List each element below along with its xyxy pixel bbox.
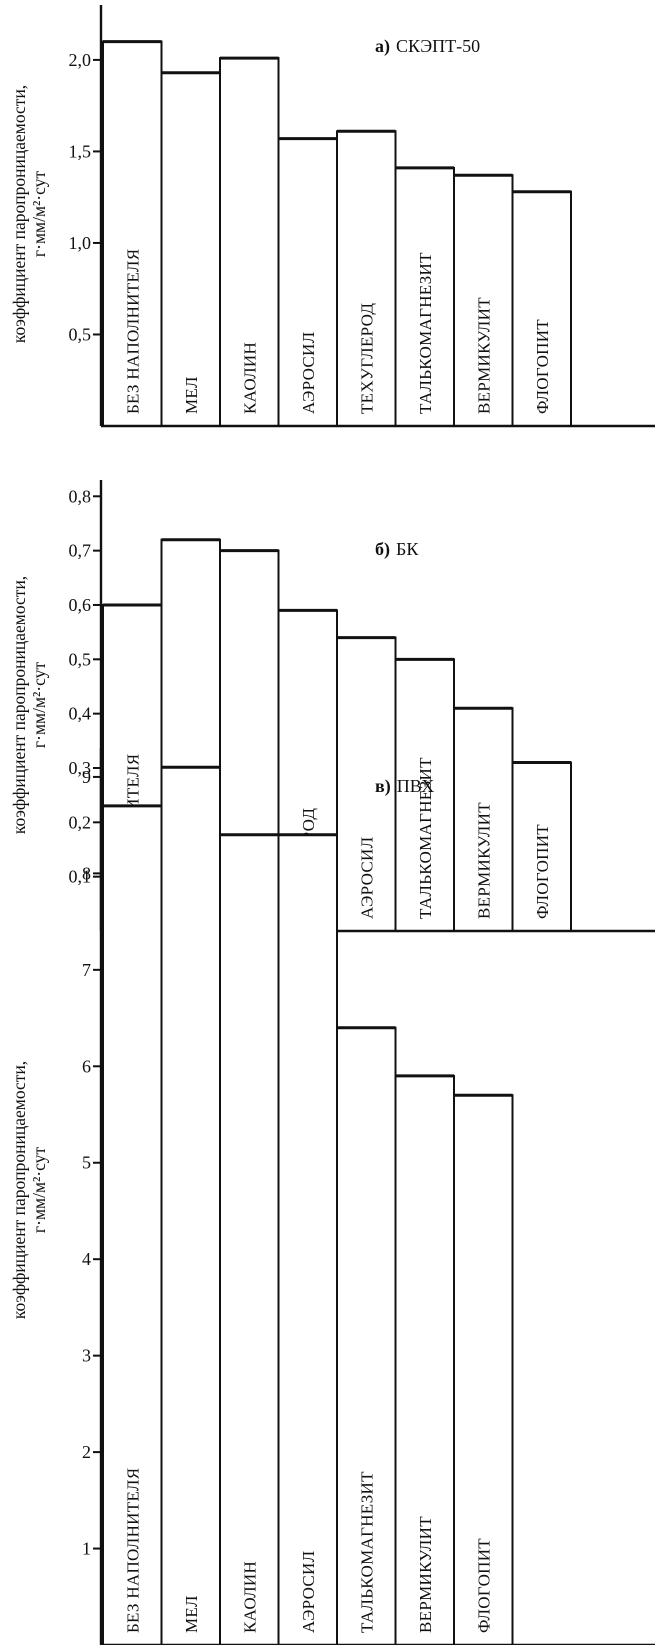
category-label: КАОЛИН: [240, 342, 259, 414]
y-tick-label: 9: [82, 767, 91, 787]
category-label: ФЛОГОПИТ: [474, 1538, 493, 1633]
bar-6: [394, 1074, 455, 1645]
category-label: ТАЛЬКОМАГНЕЗИТ: [416, 757, 435, 919]
bar-2: [160, 71, 221, 428]
y-tick-label: 0,4: [69, 704, 92, 724]
category-label: ВЕРМИКУЛИТ: [416, 1516, 435, 1633]
category-label: ВЕРМИКУЛИТ: [474, 297, 493, 414]
category-label: ФЛОГОПИТ: [533, 319, 552, 414]
category-label: МЕЛ: [182, 376, 201, 414]
category-label: АЭРОСИЛ: [299, 331, 318, 414]
y-tick-label: 3: [82, 1346, 91, 1366]
y-tick-label: 2,0: [69, 50, 92, 70]
category-label: АЭРОСИЛ: [299, 1550, 318, 1633]
panel-title-text: СКЭПТ-50: [396, 36, 480, 56]
category-label: ТАЛЬКОМАГНЕЗИТ: [357, 1471, 376, 1633]
bar-5: [336, 130, 397, 428]
category-label: ТЕХУГЛЕРОД: [357, 303, 376, 414]
y-tick-label: 7: [82, 960, 91, 980]
y-tick-label: 8: [82, 863, 91, 883]
y-tick-label: 0,8: [69, 486, 92, 506]
y-tick-label: 1: [82, 1539, 91, 1559]
y-tick-label: 1,5: [69, 141, 92, 161]
panel-letter: а): [375, 36, 390, 57]
bar-8: [511, 190, 572, 427]
panel-letter: б): [375, 539, 390, 560]
bar-8: [511, 761, 572, 932]
bar-4: [277, 137, 338, 427]
y-axis-label: коэффициент паропроницаемости,: [9, 85, 29, 343]
y-tick-label: 0,7: [69, 541, 92, 561]
category-label: ТАЛЬКОМАГНЕЗИТ: [416, 252, 435, 414]
y-axis-unit: г·мм/м²·сут: [29, 171, 49, 257]
category-label: ВЕРМИКУЛИТ: [474, 802, 493, 919]
y-tick-label: 0,2: [69, 812, 92, 832]
category-label: АЭРОСИЛ: [357, 836, 376, 919]
panel-title-text: БК: [396, 539, 419, 559]
bar-5: [336, 636, 397, 932]
bar-7: [453, 1094, 514, 1645]
y-axis-label: коэффициент паропроницаемости,: [9, 576, 29, 834]
y-axis-unit: г·мм/м²·сут: [29, 662, 49, 748]
bar-3: [219, 833, 280, 1645]
y-tick-label: 2: [82, 1442, 91, 1462]
y-axis-unit: г·мм/м²·сут: [29, 1147, 49, 1233]
y-tick-label: 0,3: [69, 758, 92, 778]
panel-c: БЕЗ НАПОЛНИТЕЛЯ МЕЛ КАОЛИН АЭРОСИЛ ТАЛЬКОМАГ…: [9, 748, 655, 1645]
panel-title: б) БК: [375, 539, 419, 560]
panel-title: в) ПВХ: [375, 776, 434, 797]
panel-title: а) СКЭПТ-50: [375, 36, 480, 57]
y-axis-label: коэффициент паропроницаемости,: [9, 1061, 29, 1319]
category-label: МЕЛ: [182, 1595, 201, 1633]
panel-title-text: ПВХ: [397, 776, 435, 796]
bar-7: [453, 707, 514, 932]
bar-4: [277, 833, 338, 1645]
y-tick-label: 0,1: [69, 867, 92, 887]
y-tick-label: 0,5: [69, 649, 92, 669]
bar-2: [160, 766, 221, 1645]
category-label: БЕЗ НАПОЛНИТЕЛЯ: [123, 249, 142, 414]
y-tick-label: 4: [82, 1249, 91, 1269]
y-tick-label: 5: [82, 1153, 91, 1173]
y-tick-label: 1,0: [69, 233, 92, 253]
category-label: ФЛОГОПИТ: [533, 824, 552, 919]
y-tick-label: 0,5: [69, 324, 92, 344]
bar-7: [453, 174, 514, 427]
category-label: КАОЛИН: [240, 1561, 259, 1633]
y-tick-label: 6: [82, 1056, 91, 1076]
bar-1: [102, 40, 163, 427]
category-label: БЕЗ НАПОЛНИТЕЛЯ: [123, 1468, 142, 1633]
y-tick-label: 0,6: [69, 595, 92, 615]
panel-a: БЕЗ НАПОЛНИТЕЛЯ МЕЛ КАОЛИН АЭРОСИЛ ТЕХУГЛЕРО…: [9, 5, 655, 428]
panel-letter: в): [375, 776, 391, 797]
